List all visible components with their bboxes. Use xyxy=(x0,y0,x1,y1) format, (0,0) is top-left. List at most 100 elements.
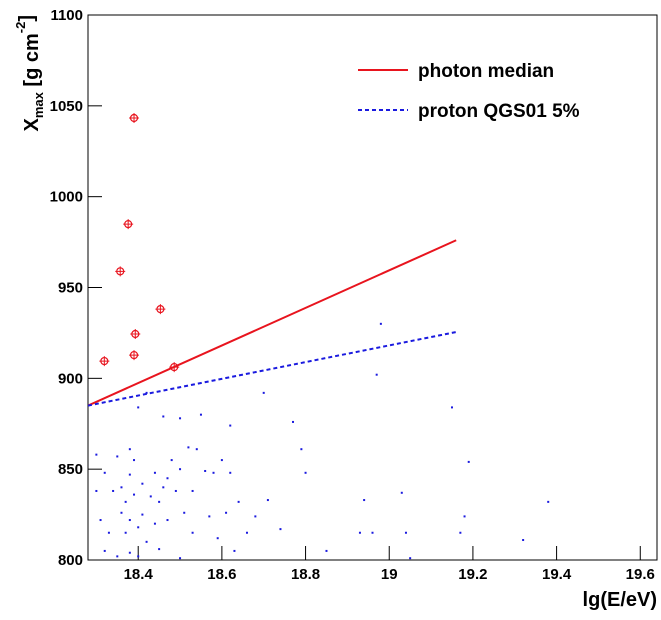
point xyxy=(158,500,161,503)
point xyxy=(459,531,462,534)
point xyxy=(325,549,328,552)
point xyxy=(128,473,131,476)
point xyxy=(191,489,194,492)
point xyxy=(379,322,382,325)
y-tick-label: 800 xyxy=(58,552,83,569)
point xyxy=(124,531,127,534)
point xyxy=(145,391,148,394)
point xyxy=(158,548,161,551)
marker-cross xyxy=(130,329,141,340)
marker-cross xyxy=(123,219,134,230)
point xyxy=(450,406,453,409)
x-tick-label: 19.6 xyxy=(626,566,655,583)
x-axis-label: lg(E/eV) xyxy=(583,589,657,611)
point xyxy=(522,539,525,542)
point xyxy=(216,537,219,540)
point xyxy=(95,489,98,492)
marker-cross xyxy=(99,356,110,367)
y-tick-label: 850 xyxy=(58,461,83,478)
marker-cross xyxy=(115,266,126,277)
marker-cross xyxy=(129,350,140,361)
plot xyxy=(88,113,550,560)
point xyxy=(130,329,141,340)
line xyxy=(88,239,457,407)
point xyxy=(245,531,248,534)
point xyxy=(141,513,144,516)
point xyxy=(170,459,173,462)
y-tick-label: 900 xyxy=(58,370,83,387)
point xyxy=(187,446,190,449)
point xyxy=(129,350,140,361)
point xyxy=(128,551,131,554)
point xyxy=(137,406,140,409)
point xyxy=(204,469,207,472)
point xyxy=(103,471,106,474)
point xyxy=(195,448,198,451)
point xyxy=(169,362,180,373)
point xyxy=(409,557,412,560)
point xyxy=(229,424,232,427)
point xyxy=(103,549,106,552)
point xyxy=(237,500,240,503)
point xyxy=(174,489,177,492)
point xyxy=(115,266,126,277)
point xyxy=(279,528,282,531)
point xyxy=(155,304,166,315)
point xyxy=(404,531,407,534)
point xyxy=(149,495,152,498)
point xyxy=(254,515,257,518)
point xyxy=(300,448,303,451)
point xyxy=(162,486,165,489)
point xyxy=(112,489,115,492)
point xyxy=(129,113,140,124)
point xyxy=(262,391,265,394)
point xyxy=(400,491,403,494)
point xyxy=(145,540,148,543)
point xyxy=(467,460,470,463)
point xyxy=(120,511,123,514)
x-tick-label: 18.6 xyxy=(207,566,236,583)
marker-cross xyxy=(129,113,140,124)
point xyxy=(153,522,156,525)
point xyxy=(208,515,211,518)
point xyxy=(128,519,131,522)
point xyxy=(179,417,182,420)
point xyxy=(107,531,110,534)
y-tick-label: 1000 xyxy=(50,189,83,206)
point xyxy=(199,413,202,416)
point xyxy=(120,486,123,489)
point xyxy=(137,555,140,558)
x-tick-label: 19.2 xyxy=(458,566,487,583)
y-tick-label: 1050 xyxy=(50,98,83,115)
legend-label: proton QGS01 5% xyxy=(418,101,580,122)
point xyxy=(371,531,374,534)
point xyxy=(153,471,156,474)
marker-cross xyxy=(155,304,166,315)
point xyxy=(137,526,140,529)
y-label-part: max xyxy=(31,91,46,118)
point xyxy=(99,519,102,522)
marker-cross xyxy=(169,362,180,373)
point xyxy=(375,373,378,376)
point xyxy=(133,459,136,462)
y-axis-label: Xmax [g cm-2] xyxy=(13,15,46,132)
x-tick-label: 18.8 xyxy=(291,566,320,583)
point xyxy=(162,415,165,418)
point xyxy=(220,459,223,462)
point xyxy=(124,500,127,503)
point xyxy=(212,471,215,474)
legend-label: photon median xyxy=(418,61,554,82)
point xyxy=(266,499,269,502)
y-label-part: X xyxy=(21,118,43,132)
point xyxy=(233,549,236,552)
x-tick-label: 19.4 xyxy=(542,566,572,583)
point xyxy=(166,519,169,522)
y-label-part: -2 xyxy=(13,22,28,34)
y-label-part: [g cm xyxy=(21,33,43,92)
point xyxy=(225,511,228,514)
point xyxy=(292,420,295,423)
x-tick-label: 19 xyxy=(381,566,398,583)
point xyxy=(358,531,361,534)
point xyxy=(99,356,110,367)
